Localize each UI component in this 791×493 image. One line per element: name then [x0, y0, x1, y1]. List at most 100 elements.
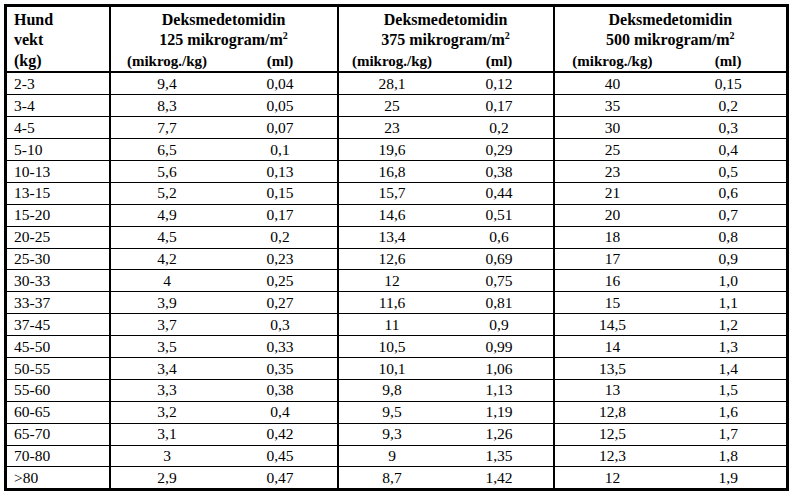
dose-375-ml-cell: 0,29: [446, 139, 554, 161]
table-row: 55-60 3,3 0,38 9,8 1,13 13 1,5: [6, 379, 788, 401]
dose-125-ml-cell: 0,38: [224, 379, 338, 401]
table-row: 4-5 7,7 0,07 23 0,2 30 0,3: [6, 117, 788, 139]
weight-column-header: Hund vekt (kg): [6, 6, 110, 73]
table-row: 33-37 3,9 0,27 11,6 0,81 15 1,1: [6, 292, 788, 314]
dose-125-ml-cell: 0,33: [224, 336, 338, 358]
dose-500-mikrog-cell: 14,5: [554, 314, 671, 336]
weight-header-line-3: (kg): [14, 51, 109, 71]
dose-125-ml-cell: 0,05: [224, 95, 338, 117]
dose-125-mikrog-cell: 3,1: [110, 423, 224, 445]
dose-500-mikrog-cell: 18: [554, 226, 671, 248]
table-header: Hund vekt (kg) Deksmedetomidin 125 mikro…: [6, 6, 788, 73]
dose-375-ml-cell: 1,19: [446, 401, 554, 423]
table-row: 15-20 4,9 0,17 14,6 0,51 20 0,7: [6, 204, 788, 226]
dose-500-ml-cell: 0,2: [671, 95, 788, 117]
dose-375-ml-cell: 0,17: [446, 95, 554, 117]
weight-range-cell: 15-20: [6, 204, 110, 226]
header-row: Hund vekt (kg) Deksmedetomidin 125 mikro…: [6, 6, 788, 73]
weight-range-cell: 45-50: [6, 336, 110, 358]
dose-500-ml-cell: 1,8: [671, 445, 788, 467]
table-row: 5-10 6,5 0,1 19,6 0,29 25 0,4: [6, 139, 788, 161]
dose-125-ml-cell: 0,47: [224, 467, 338, 490]
group-dose-rate: 375 mikrogram/m2: [339, 30, 553, 50]
dose-125-ml-cell: 0,27: [224, 292, 338, 314]
weight-range-cell: 3-4: [6, 95, 110, 117]
dose-125-ml-cell: 0,25: [224, 270, 338, 292]
table-row: 2-3 9,4 0,04 28,1 0,12 40 0,15: [6, 72, 788, 94]
weight-range-cell: 5-10: [6, 139, 110, 161]
group-subheaders: (mikrog./kg) (ml): [339, 52, 553, 71]
dose-375-mikrog-cell: 15,7: [338, 182, 446, 204]
dose-500-ml-cell: 1,3: [671, 336, 788, 358]
dose-375-ml-cell: 1,35: [446, 445, 554, 467]
dose-125-mikrog-cell: 4,2: [110, 248, 224, 270]
dose-500-ml-cell: 1,6: [671, 401, 788, 423]
dose-125-ml-cell: 0,15: [224, 182, 338, 204]
dose-500-mikrog-cell: 15: [554, 292, 671, 314]
group-header-125: Deksmedetomidin 125 mikrogram/m2 (mikrog…: [110, 6, 338, 73]
dose-rate-superscript: 2: [283, 30, 288, 41]
dose-125-mikrog-cell: 3,7: [110, 314, 224, 336]
dose-500-ml-cell: 0,9: [671, 248, 788, 270]
dose-125-ml-cell: 0,07: [224, 117, 338, 139]
dose-375-mikrog-cell: 11: [338, 314, 446, 336]
dose-500-mikrog-cell: 40: [554, 72, 671, 94]
weight-range-cell: 60-65: [6, 401, 110, 423]
dosing-table-container: Hund vekt (kg) Deksmedetomidin 125 mikro…: [0, 0, 791, 491]
dose-125-ml-cell: 0,2: [224, 226, 338, 248]
weight-range-cell: 4-5: [6, 117, 110, 139]
dose-375-ml-cell: 1,06: [446, 357, 554, 379]
subheader-mikrog-kg: (mikrog./kg): [555, 52, 671, 71]
dose-125-mikrog-cell: 3,2: [110, 401, 224, 423]
subheader-mikrog-kg: (mikrog./kg): [111, 52, 224, 71]
dose-500-ml-cell: 1,5: [671, 379, 788, 401]
dose-500-ml-cell: 1,4: [671, 357, 788, 379]
table-row: 65-70 3,1 0,42 9,3 1,26 12,5 1,7: [6, 423, 788, 445]
dose-375-ml-cell: 0,99: [446, 336, 554, 358]
table-row: 30-33 4 0,25 12 0,75 16 1,0: [6, 270, 788, 292]
dose-125-ml-cell: 0,1: [224, 139, 338, 161]
weight-header-line-1: Hund: [14, 10, 109, 30]
dose-375-mikrog-cell: 12,6: [338, 248, 446, 270]
dose-500-mikrog-cell: 21: [554, 182, 671, 204]
dose-500-mikrog-cell: 14: [554, 336, 671, 358]
dose-500-mikrog-cell: 23: [554, 160, 671, 182]
weight-range-cell: 30-33: [6, 270, 110, 292]
dose-375-ml-cell: 0,9: [446, 314, 554, 336]
dose-125-ml-cell: 0,04: [224, 72, 338, 94]
dose-500-ml-cell: 0,5: [671, 160, 788, 182]
dose-375-mikrog-cell: 9: [338, 445, 446, 467]
dose-375-mikrog-cell: 23: [338, 117, 446, 139]
dose-125-mikrog-cell: 4,5: [110, 226, 224, 248]
weight-range-cell: 10-13: [6, 160, 110, 182]
dose-rate-superscript: 2: [505, 30, 510, 41]
dose-125-mikrog-cell: 5,2: [110, 182, 224, 204]
dose-375-ml-cell: 0,51: [446, 204, 554, 226]
dose-375-ml-cell: 0,2: [446, 117, 554, 139]
dose-375-ml-cell: 1,42: [446, 467, 554, 490]
dose-rate-text: 375 mikrogram/m: [381, 31, 505, 48]
group-subheaders: (mikrog./kg) (ml): [555, 52, 787, 71]
dose-125-ml-cell: 0,13: [224, 160, 338, 182]
dose-375-mikrog-cell: 11,6: [338, 292, 446, 314]
group-header-500: Deksmedetomidin 500 mikrogram/m2 (mikrog…: [554, 6, 788, 73]
dose-375-ml-cell: 1,26: [446, 423, 554, 445]
dose-375-ml-cell: 0,38: [446, 160, 554, 182]
dose-375-mikrog-cell: 13,4: [338, 226, 446, 248]
group-title: Deksmedetomidin: [555, 10, 787, 30]
dose-375-mikrog-cell: 14,6: [338, 204, 446, 226]
weight-range-cell: 50-55: [6, 357, 110, 379]
dose-375-ml-cell: 0,81: [446, 292, 554, 314]
dose-125-mikrog-cell: 9,4: [110, 72, 224, 94]
dose-500-mikrog-cell: 12: [554, 467, 671, 490]
table-row: 60-65 3,2 0,4 9,5 1,19 12,8 1,6: [6, 401, 788, 423]
dose-375-mikrog-cell: 10,1: [338, 357, 446, 379]
dose-125-mikrog-cell: 2,9: [110, 467, 224, 490]
dose-125-ml-cell: 0,23: [224, 248, 338, 270]
dose-500-mikrog-cell: 12,3: [554, 445, 671, 467]
table-row: >80 2,9 0,47 8,7 1,42 12 1,9: [6, 467, 788, 490]
group-title: Deksmedetomidin: [339, 10, 553, 30]
table-row: 70-80 3 0,45 9 1,35 12,3 1,8: [6, 445, 788, 467]
weight-range-cell: 65-70: [6, 423, 110, 445]
weight-range-cell: 70-80: [6, 445, 110, 467]
